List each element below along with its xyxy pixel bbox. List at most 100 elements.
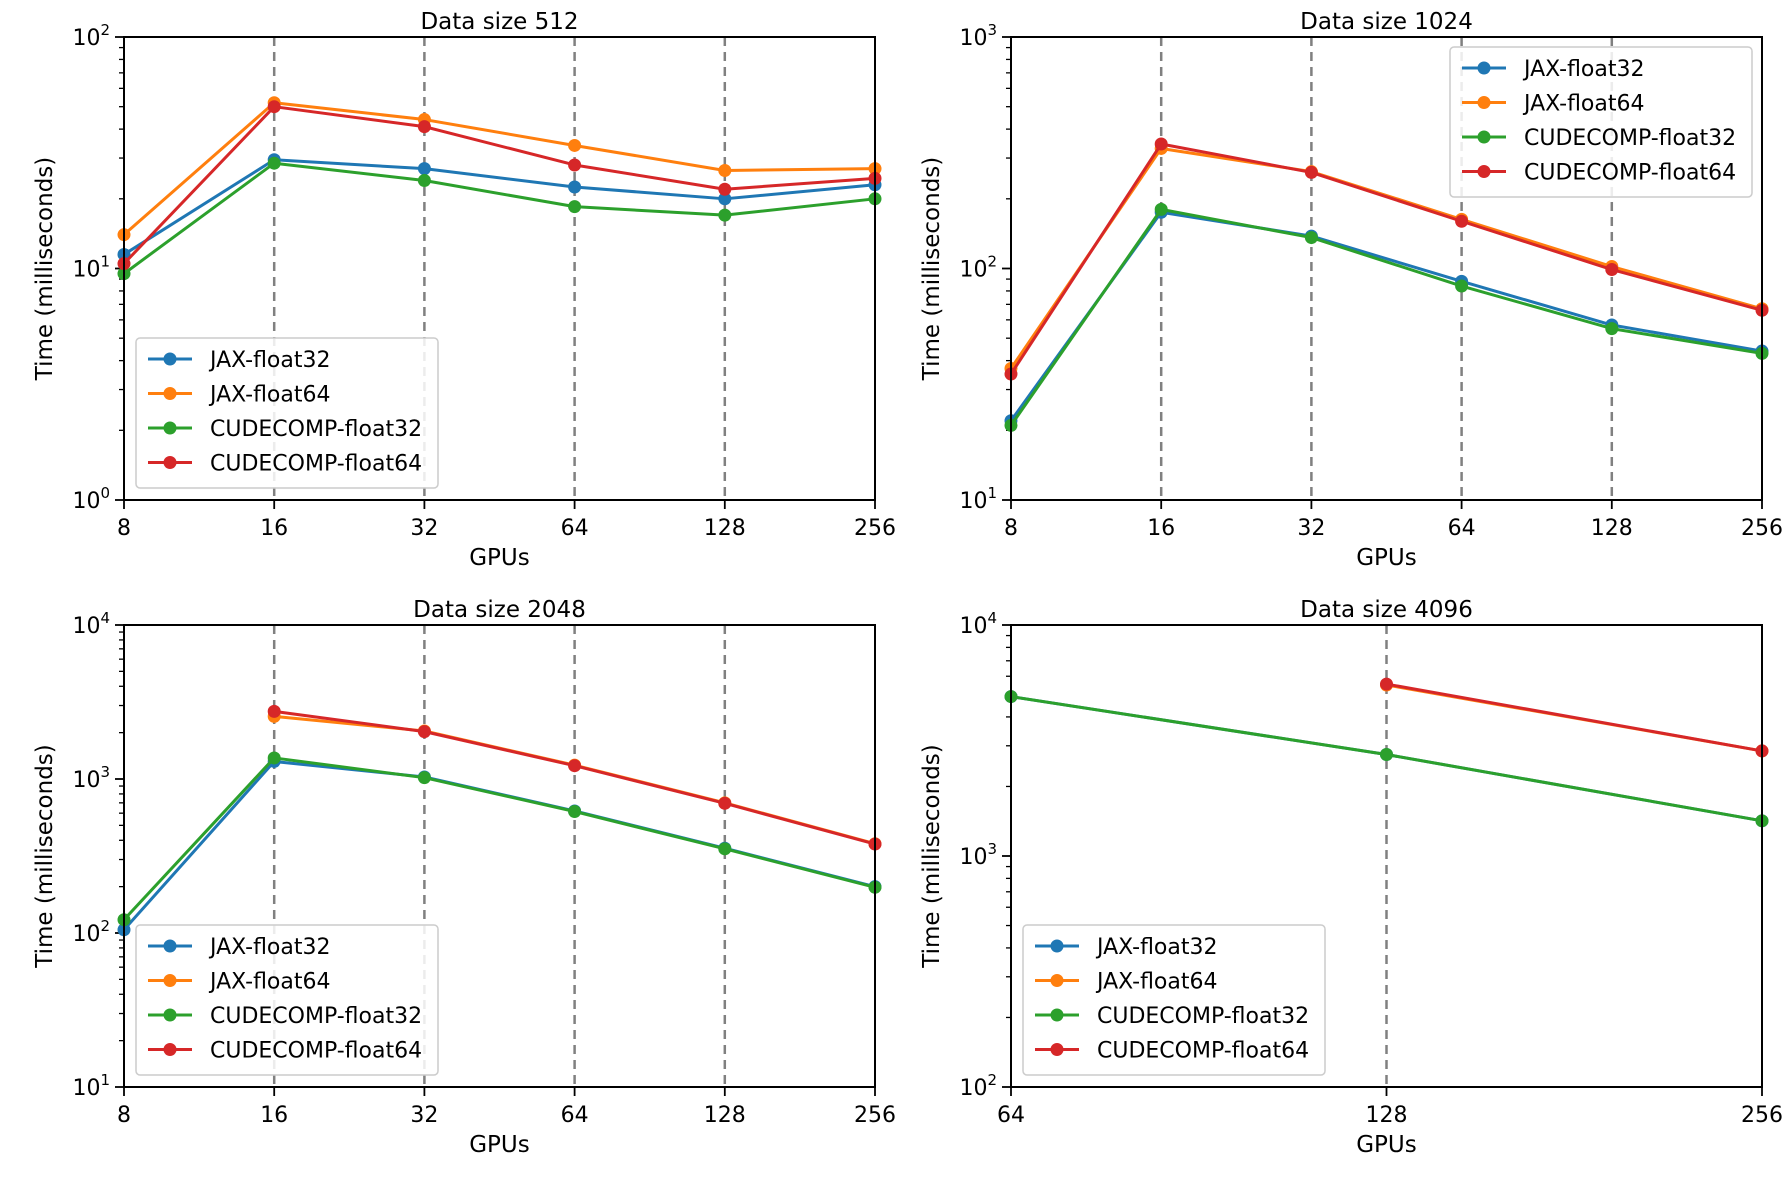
y-tick-exponent: 1 — [987, 484, 997, 502]
x-tick-label: 128 — [704, 1103, 746, 1128]
legend: JAX-float32 JAX-float64 CUDECOMP-float32 CU… — [135, 924, 439, 1076]
data-point — [718, 208, 732, 222]
data-point — [718, 192, 732, 206]
y-tick-label: 101 — [72, 253, 110, 283]
y-axis-label: Time (milliseconds) — [32, 744, 58, 969]
legend-label: CUDECOMP-float32 — [1524, 126, 1736, 151]
series-line — [1386, 682, 1763, 753]
data-point — [1605, 263, 1619, 277]
y-tick-base: 10 — [72, 614, 100, 639]
x-tick-label: 64 — [1448, 516, 1476, 541]
data-point — [417, 725, 431, 739]
legend-item: JAX-float64 — [148, 970, 330, 995]
data-point — [417, 771, 431, 785]
data-point — [1304, 165, 1318, 179]
legend-marker — [1477, 130, 1491, 144]
x-tick-label: 256 — [854, 516, 896, 541]
data-point — [1154, 202, 1168, 216]
data-point — [267, 156, 281, 170]
legend-label: CUDECOMP-float64 — [1524, 161, 1736, 186]
y-tick-label: 102 — [72, 21, 110, 51]
chart-title: Data size 4096 — [1300, 597, 1473, 623]
data-point — [1380, 748, 1393, 762]
y-tick-base: 10 — [72, 768, 100, 793]
x-tick-label: 16 — [260, 1103, 288, 1128]
y-tick-base: 10 — [72, 489, 100, 514]
y-tick-label: 103 — [959, 21, 997, 51]
x-tick-label: 16 — [260, 516, 288, 541]
axes-frame — [123, 36, 876, 501]
y-tick-base: 10 — [959, 1076, 987, 1101]
y-tick-base: 10 — [959, 258, 987, 283]
legend-label: JAX-float64 — [1522, 92, 1644, 117]
data-point — [718, 182, 732, 196]
legend-item: CUDECOMP-float64 — [148, 1039, 422, 1064]
y-tick-base: 10 — [72, 1076, 100, 1101]
legend-label: CUDECOMP-float32 — [210, 1004, 422, 1029]
legend-item: JAX-float32 — [148, 348, 330, 373]
y-tick-exponent: 4 — [987, 609, 997, 627]
y-tick-label: 104 — [959, 609, 997, 639]
y-axis-label: Time (milliseconds) — [919, 157, 945, 382]
series-line — [123, 101, 876, 236]
legend-label: CUDECOMP-float32 — [1097, 1004, 1309, 1029]
legend-item: CUDECOMP-float64 — [148, 452, 422, 477]
legend-box — [135, 337, 439, 489]
legend-marker — [1477, 61, 1491, 75]
chart-title: Data size 1024 — [1300, 9, 1473, 35]
x-tick-label: 8 — [1004, 516, 1018, 541]
legend-marker — [1050, 974, 1064, 987]
series-line — [1009, 207, 1763, 427]
legend-item: JAX-float32 — [1035, 935, 1217, 960]
series-cudecomp-float64 — [1004, 137, 1769, 381]
legend: JAX-float32 JAX-float64 CUDECOMP-float32 CU… — [135, 337, 439, 489]
legend-item: JAX-float64 — [148, 383, 330, 408]
legend-label: CUDECOMP-float64 — [210, 452, 422, 477]
x-tick-label: 64 — [561, 516, 589, 541]
y-tick-exponent: 3 — [987, 21, 997, 39]
x-tick-label: 256 — [854, 1103, 896, 1128]
legend-label: JAX-float32 — [208, 935, 330, 960]
legend-marker — [1050, 939, 1064, 953]
x-tick-label: 32 — [410, 516, 438, 541]
x-axis-label: GPUs — [469, 1132, 530, 1158]
y-tick-base: 10 — [959, 489, 987, 514]
legend-marker — [163, 387, 177, 400]
legend-label: JAX-float32 — [1095, 935, 1217, 960]
chart-title: Data size 512 — [420, 9, 578, 35]
chart-title: Data size 2048 — [413, 597, 586, 623]
y-tick-label: 103 — [72, 763, 110, 793]
series-line — [123, 161, 876, 275]
legend-marker — [163, 1008, 177, 1022]
y-tick-exponent: 3 — [100, 763, 110, 781]
legend-marker — [1050, 1043, 1064, 1056]
y-tick-label: 104 — [72, 609, 110, 639]
y-tick-base: 10 — [959, 845, 987, 870]
series-line — [122, 756, 876, 921]
y-tick-base: 10 — [959, 614, 987, 639]
data-point — [568, 200, 582, 214]
series-cudecomp-float32 — [117, 156, 882, 281]
legend-marker — [1050, 1008, 1064, 1022]
legend-marker — [1477, 165, 1491, 178]
x-tick-label: 128 — [1366, 1103, 1408, 1128]
series-line — [123, 158, 876, 256]
x-tick-label: 8 — [117, 516, 131, 541]
legend-label: CUDECOMP-float32 — [210, 417, 422, 442]
series-cudecomp-float32 — [1004, 202, 1769, 432]
series-line — [122, 105, 876, 265]
legend-label: JAX-float32 — [208, 348, 330, 373]
y-tick-exponent: 2 — [987, 1071, 997, 1089]
axes-frame — [1010, 36, 1763, 501]
x-axis-label: GPUs — [469, 545, 530, 571]
data-point — [568, 805, 582, 819]
y-tick-exponent: 2 — [100, 917, 110, 935]
y-axis-label: Time (milliseconds) — [919, 744, 945, 969]
y-tick-exponent: 1 — [100, 253, 110, 271]
y-axis-label: Time (milliseconds) — [32, 157, 58, 382]
legend-item: JAX-float32 — [1462, 57, 1644, 82]
